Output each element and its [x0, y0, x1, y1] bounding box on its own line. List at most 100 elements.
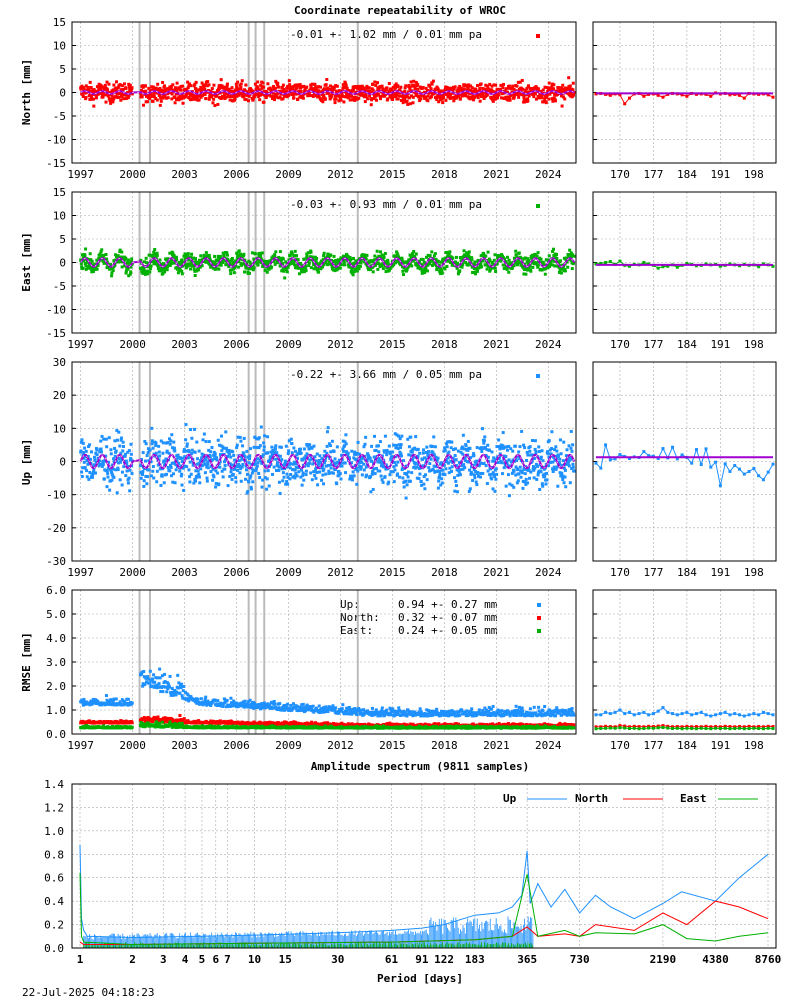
up-point	[253, 435, 257, 439]
up-point	[443, 473, 447, 477]
north-point	[451, 85, 455, 89]
north-point	[179, 84, 183, 88]
north-point	[457, 94, 461, 98]
north-point	[393, 84, 397, 88]
up-point	[418, 451, 422, 455]
up-point	[259, 458, 263, 462]
rmse-legend-up-label: Up:	[340, 598, 360, 611]
up-point	[491, 471, 495, 475]
east-point	[192, 267, 196, 271]
north-point	[163, 95, 167, 99]
up-point	[248, 447, 252, 451]
up-point	[292, 474, 296, 478]
up-point	[288, 466, 292, 470]
east-point	[523, 256, 527, 260]
rmse-up-point	[155, 686, 159, 690]
north-point	[325, 78, 329, 82]
up-point	[510, 460, 514, 464]
up-point	[515, 481, 519, 485]
up-point	[224, 446, 228, 450]
north-point	[350, 98, 354, 102]
north-point	[436, 88, 440, 92]
north-point	[224, 95, 228, 99]
up-point	[157, 450, 161, 454]
east-point	[433, 252, 437, 256]
east-point	[388, 267, 392, 271]
x-tick-label: 2024	[535, 566, 562, 579]
rmse-up-point	[148, 681, 152, 685]
east-point	[350, 271, 354, 275]
east-point	[291, 252, 295, 256]
x-tick-label: 191	[710, 338, 730, 351]
up-point	[194, 469, 198, 473]
east-point	[432, 254, 436, 258]
north-point	[88, 80, 92, 84]
up-point	[248, 476, 252, 480]
north-point	[459, 92, 463, 96]
up-point	[89, 457, 93, 461]
east-point	[155, 251, 159, 255]
y-tick-label: 30	[53, 356, 66, 369]
north-point	[295, 86, 299, 90]
north-point	[79, 87, 83, 91]
north-point	[242, 94, 246, 98]
up-point	[154, 451, 158, 455]
east-point	[541, 260, 545, 264]
up-point	[114, 449, 118, 453]
up-point	[289, 473, 293, 477]
y-tick-label: 0	[59, 257, 66, 270]
x-tick-label: 177	[643, 338, 663, 351]
up-point	[99, 439, 103, 443]
up-point	[292, 446, 296, 450]
north-point	[316, 95, 320, 99]
up-point	[517, 450, 521, 454]
up-point	[320, 478, 324, 482]
north-point	[194, 87, 198, 91]
north-point	[512, 87, 516, 91]
up-point	[322, 467, 326, 471]
north-point	[495, 93, 499, 97]
up-point	[389, 470, 393, 474]
north-point	[435, 95, 439, 99]
y-tick-label: -10	[46, 489, 66, 502]
up-point	[370, 459, 374, 463]
north-point	[409, 80, 413, 84]
up-point	[513, 444, 517, 448]
east-point	[129, 260, 133, 264]
rmse-up-points	[79, 667, 576, 718]
up-point	[395, 443, 399, 447]
north-point	[366, 97, 370, 101]
east-point	[515, 255, 519, 259]
up-point	[372, 455, 376, 459]
north-point	[545, 95, 549, 99]
up-point	[447, 471, 451, 475]
east-point	[351, 273, 355, 277]
north-point	[150, 88, 154, 92]
east-point	[83, 262, 87, 266]
east-point	[467, 250, 471, 254]
east-point	[319, 267, 323, 271]
north-point	[371, 82, 375, 86]
up-point	[496, 460, 500, 464]
rmse-up-point	[143, 682, 147, 686]
up-point	[471, 478, 475, 482]
east-point	[445, 255, 449, 259]
up-point	[454, 484, 458, 488]
north-point	[403, 89, 407, 93]
east-point	[563, 269, 567, 273]
up-point	[410, 471, 414, 475]
up-point	[339, 461, 343, 465]
north-point	[93, 89, 97, 93]
up-point	[548, 448, 552, 452]
up-point	[347, 456, 351, 460]
east-point	[475, 266, 479, 270]
up-point	[541, 459, 545, 463]
up-point	[154, 444, 158, 448]
east-point	[248, 260, 252, 264]
east-point	[152, 250, 156, 254]
up-point	[547, 439, 551, 443]
up-point	[296, 457, 300, 461]
east-point	[396, 253, 400, 257]
east-point	[410, 254, 414, 258]
up-point	[490, 477, 494, 481]
